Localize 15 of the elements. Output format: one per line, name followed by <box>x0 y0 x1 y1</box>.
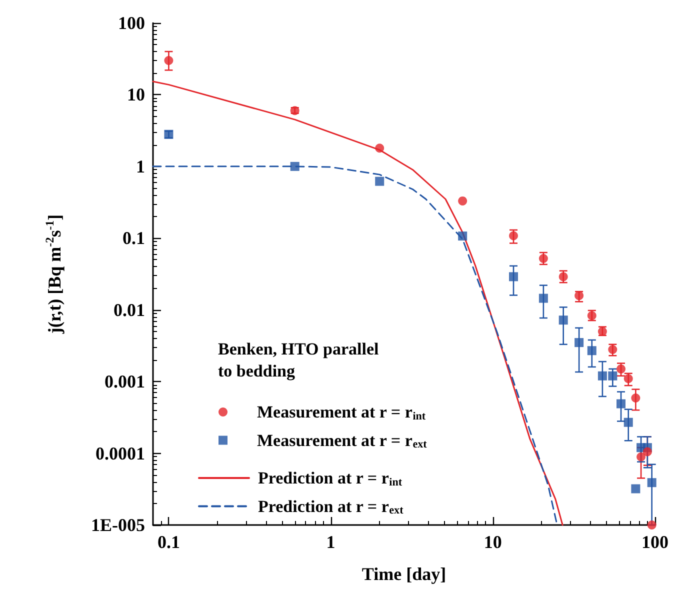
y-tick-label: 0.001 <box>104 372 145 392</box>
y-tick-label: 10 <box>127 84 145 105</box>
y-tick-label: 0.0001 <box>96 443 145 464</box>
x-tick-label: 10 <box>484 532 502 552</box>
x-tick-label: 1 <box>326 532 336 552</box>
y-axis-title: j(r,t) [Bq m-2s-1] <box>44 214 64 335</box>
y-tick-label: 1 <box>136 156 145 176</box>
y-tick-label: 100 <box>118 13 145 33</box>
x-tick-label: 100 <box>642 532 668 552</box>
y-tick-label: 1E-005 <box>91 515 145 535</box>
y-tick-label: 0.1 <box>122 228 145 248</box>
legend-title: Benken, HTO parallel to bedding <box>218 340 383 380</box>
y-tick-label: 0.01 <box>114 300 145 320</box>
x-tick-label: 0.1 <box>157 532 180 552</box>
x-axis-title: Time [day] <box>362 564 446 584</box>
